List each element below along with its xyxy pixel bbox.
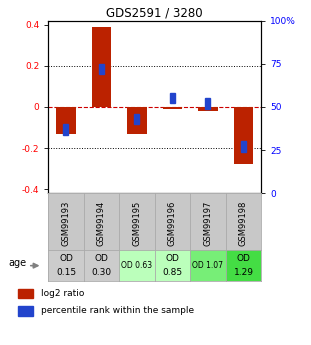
Text: GSM99196: GSM99196 <box>168 200 177 246</box>
Text: 0.15: 0.15 <box>56 268 76 277</box>
Bar <box>163 107 182 109</box>
Text: GSM99194: GSM99194 <box>97 200 106 246</box>
Bar <box>63 124 68 135</box>
Text: GSM99195: GSM99195 <box>132 200 142 246</box>
Bar <box>170 93 175 104</box>
Text: OD: OD <box>95 254 109 263</box>
Bar <box>18 289 33 298</box>
Text: 0.85: 0.85 <box>162 268 183 277</box>
Text: GSM99198: GSM99198 <box>239 200 248 246</box>
Text: 0.30: 0.30 <box>91 268 112 277</box>
Bar <box>234 107 253 165</box>
Bar <box>127 107 147 134</box>
Text: OD: OD <box>59 254 73 263</box>
Bar <box>241 141 246 152</box>
Bar <box>198 107 218 111</box>
Text: age: age <box>9 258 27 267</box>
Text: OD 1.07: OD 1.07 <box>193 261 224 270</box>
Text: log2 ratio: log2 ratio <box>41 289 85 298</box>
Bar <box>134 114 139 124</box>
Text: 1.29: 1.29 <box>234 268 253 277</box>
Text: OD: OD <box>237 254 250 263</box>
Text: percentile rank within the sample: percentile rank within the sample <box>41 306 194 315</box>
Bar <box>56 107 76 134</box>
Bar <box>18 306 33 316</box>
Bar <box>206 98 211 109</box>
Bar <box>92 27 111 107</box>
Text: OD: OD <box>165 254 179 263</box>
Text: GSM99193: GSM99193 <box>62 200 71 246</box>
Title: GDS2591 / 3280: GDS2591 / 3280 <box>106 7 203 20</box>
Text: OD 0.63: OD 0.63 <box>121 261 152 270</box>
Text: GSM99197: GSM99197 <box>203 200 212 246</box>
Bar <box>99 64 104 74</box>
